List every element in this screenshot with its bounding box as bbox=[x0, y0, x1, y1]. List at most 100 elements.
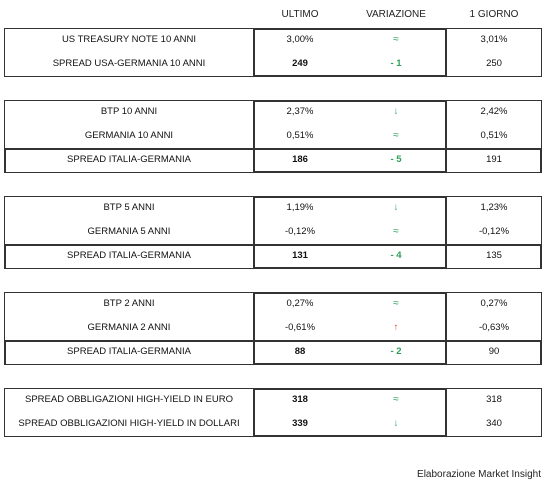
table-row: US TREASURY NOTE 10 ANNI 3,00% ≈3,01% bbox=[4, 28, 542, 52]
change-value: - 4 bbox=[390, 250, 402, 261]
arrow-down-icon: ↓ bbox=[393, 202, 399, 213]
table-row: SPREAD OBBLIGAZIONI HIGH-YIELD IN DOLLAR… bbox=[4, 412, 542, 436]
table-row: GERMANIA 10 ANNI 0,51% ≈0,51% bbox=[4, 124, 542, 148]
table-border bbox=[4, 340, 6, 364]
table-border bbox=[253, 196, 255, 269]
table-border bbox=[4, 388, 5, 437]
change-value: - 2 bbox=[390, 346, 402, 357]
approx-icon: ≈ bbox=[393, 130, 399, 141]
change-value: - 5 bbox=[390, 154, 402, 165]
table-border bbox=[253, 28, 447, 30]
table-border bbox=[253, 171, 447, 173]
prev-day-value: 0,51% bbox=[480, 130, 508, 141]
table-row: GERMANIA 5 ANNI -0,12% ≈ -0,12% bbox=[4, 220, 542, 244]
row-label: GERMANIA 5 ANNI bbox=[87, 226, 171, 237]
table-group: BTP 5 ANNI 1,19% ↓ 1,23% GERMANIA 5 ANNI -0,1… bbox=[4, 196, 542, 269]
table-group: US TREASURY NOTE 10 ANNI 3,00% ≈3,01% SPREA… bbox=[4, 28, 542, 77]
row-label: SPREAD ITALIA-GERMANIA bbox=[67, 346, 191, 357]
table-border bbox=[253, 388, 255, 437]
prev-day-value: 135 bbox=[486, 250, 502, 261]
last-value: 2,37% bbox=[286, 106, 314, 117]
table-border bbox=[540, 148, 542, 172]
row-label: SPREAD ITALIA-GERMANIA bbox=[67, 154, 191, 165]
row-label: BTP 5 ANNI bbox=[103, 202, 155, 213]
prev-day-value: 340 bbox=[486, 418, 502, 429]
table-border bbox=[253, 388, 447, 390]
table-border bbox=[4, 340, 542, 342]
source-note: Elaborazione Market Insight bbox=[417, 469, 541, 480]
arrow-up-icon: ↑ bbox=[393, 322, 399, 333]
prev-day-value: 2,42% bbox=[480, 106, 508, 117]
table-border bbox=[4, 244, 6, 268]
last-value: 1,19% bbox=[286, 202, 314, 213]
row-label: SPREAD ITALIA-GERMANIA bbox=[67, 250, 191, 261]
header-change: VARIAZIONE bbox=[366, 9, 426, 20]
last-value: -0,61% bbox=[284, 322, 316, 333]
table-border bbox=[540, 244, 542, 268]
prev-day-value: 191 bbox=[486, 154, 502, 165]
table-group: BTP 10 ANNI 2,37% ↓ 2,42% GERMANIA 10 ANNI 0,… bbox=[4, 100, 542, 173]
table-border bbox=[4, 28, 5, 77]
prev-day-value: 90 bbox=[488, 346, 500, 357]
row-label: SPREAD OBBLIGAZIONI HIGH-YIELD IN EURO bbox=[25, 394, 233, 405]
last-value: 339 bbox=[292, 418, 308, 429]
table-border bbox=[4, 148, 6, 172]
last-value: 0,27% bbox=[286, 298, 314, 309]
table-border bbox=[541, 100, 542, 173]
last-value: 3,00% bbox=[286, 34, 314, 45]
last-value: 131 bbox=[292, 250, 308, 261]
approx-icon: ≈ bbox=[393, 226, 399, 237]
row-label: GERMANIA 2 ANNI bbox=[87, 322, 171, 333]
approx-icon: ≈ bbox=[393, 298, 399, 309]
approx-icon: ≈ bbox=[393, 34, 399, 45]
table-row: SPREAD OBBLIGAZIONI HIGH-YIELD IN EURO 31… bbox=[4, 388, 542, 412]
table-border bbox=[445, 292, 447, 365]
table-border bbox=[253, 363, 447, 365]
row-label: SPREAD OBBLIGAZIONI HIGH-YIELD IN DOLLAR… bbox=[18, 418, 240, 429]
table-border bbox=[541, 196, 542, 269]
last-value: 186 bbox=[292, 154, 308, 165]
table-border bbox=[253, 196, 447, 198]
row-label: BTP 2 ANNI bbox=[103, 298, 155, 309]
approx-icon: ≈ bbox=[393, 394, 399, 405]
table-border bbox=[4, 196, 5, 269]
prev-day-value: 250 bbox=[486, 58, 502, 69]
header-last: ULTIMO bbox=[281, 9, 319, 20]
row-label: SPREAD USA-GERMANIA 10 ANNI bbox=[52, 58, 206, 69]
table-border bbox=[253, 28, 255, 77]
change-value: - 1 bbox=[390, 58, 402, 69]
arrow-down-icon: ↓ bbox=[393, 418, 399, 429]
table-row: BTP 2 ANNI 0,27% ≈0,27% bbox=[4, 292, 542, 316]
row-label: GERMANIA 10 ANNI bbox=[84, 130, 174, 141]
last-value: -0,12% bbox=[284, 226, 316, 237]
table-border bbox=[445, 28, 447, 77]
table-border bbox=[541, 388, 542, 437]
table-group: SPREAD OBBLIGAZIONI HIGH-YIELD IN EURO 31… bbox=[4, 388, 542, 437]
prev-day-value: 1,23% bbox=[480, 202, 508, 213]
table-border bbox=[541, 292, 542, 365]
arrow-down-icon: ↓ bbox=[393, 106, 399, 117]
table-row: SPREAD ITALIA-GERMANIA 88 - 2 90 bbox=[4, 340, 542, 364]
prev-day-value: 318 bbox=[486, 394, 502, 405]
table-border bbox=[253, 435, 447, 437]
last-value: 249 bbox=[292, 58, 308, 69]
table-row: SPREAD ITALIA-GERMANIA 186 - 5 191 bbox=[4, 148, 542, 172]
table-border bbox=[253, 75, 447, 77]
header-prev: 1 GIORNO bbox=[469, 9, 519, 20]
prev-day-value: 0,27% bbox=[480, 298, 508, 309]
last-value: 88 bbox=[294, 346, 306, 357]
table-border bbox=[445, 196, 447, 269]
table-border bbox=[253, 292, 255, 365]
table-border bbox=[4, 148, 542, 150]
prev-day-value: 3,01% bbox=[480, 34, 508, 45]
table-border bbox=[445, 100, 447, 173]
table-row: SPREAD ITALIA-GERMANIA 131 - 4 135 bbox=[4, 244, 542, 268]
table-border bbox=[253, 292, 447, 294]
row-label: BTP 10 ANNI bbox=[100, 106, 158, 117]
table-row: GERMANIA 2 ANNI -0,61% ↑ -0,63% bbox=[4, 316, 542, 340]
table-row: BTP 5 ANNI 1,19% ↓ 1,23% bbox=[4, 196, 542, 220]
table-border bbox=[253, 100, 255, 173]
prev-day-value: -0,12% bbox=[478, 226, 510, 237]
table-border bbox=[4, 244, 542, 246]
table-border bbox=[4, 100, 5, 173]
